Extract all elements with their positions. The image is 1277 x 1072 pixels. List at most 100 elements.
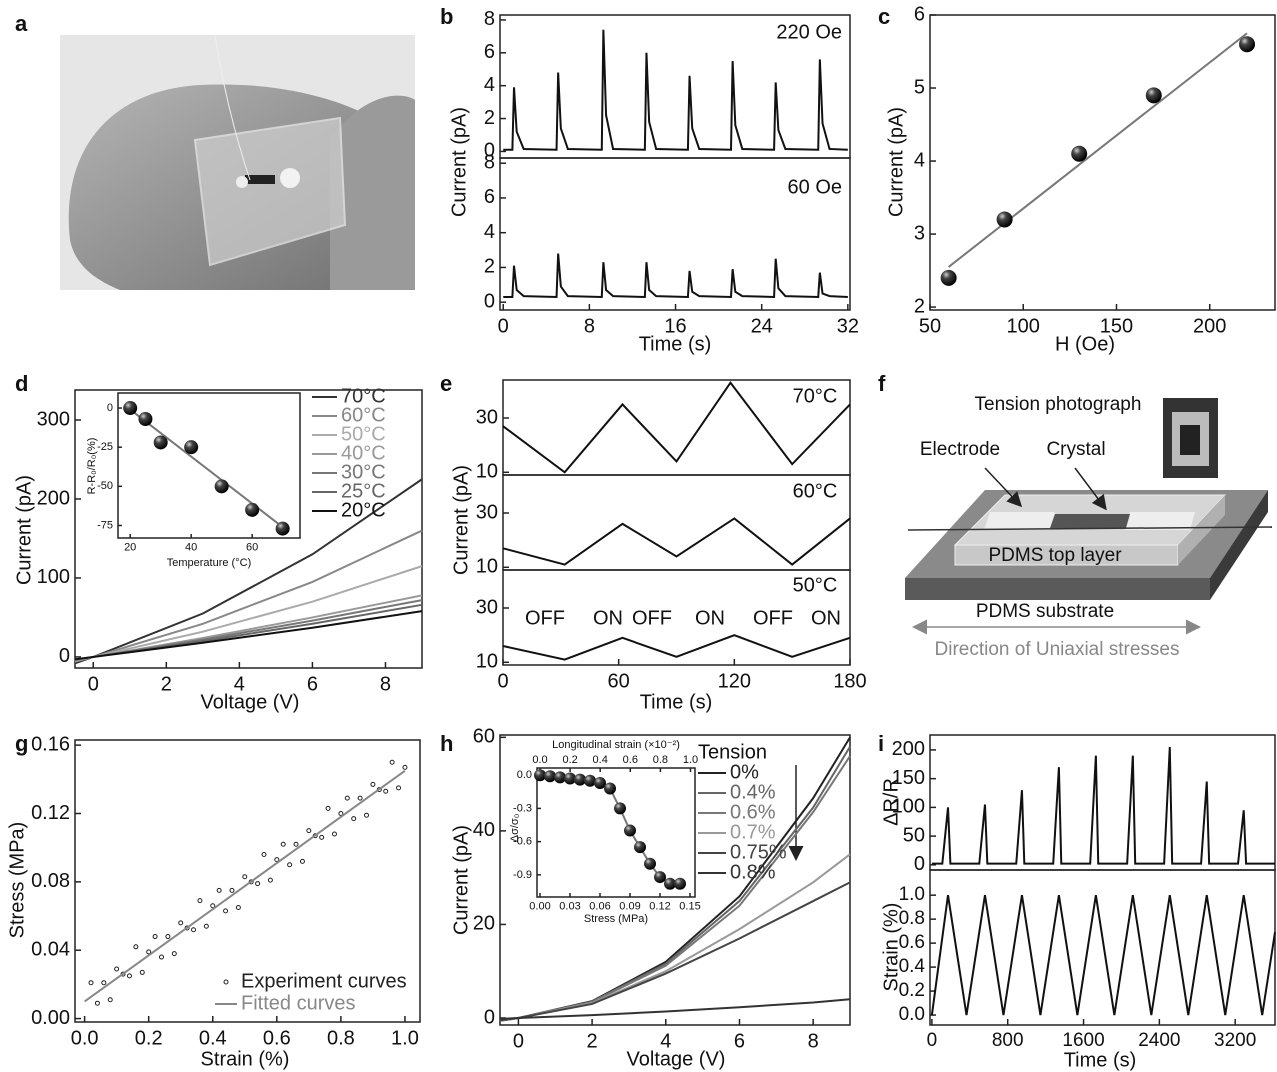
data-point	[357, 795, 363, 801]
y-tick-label: 6	[484, 186, 495, 208]
legend-label: 0.4%	[730, 781, 776, 803]
x-tick-label: 8	[584, 315, 595, 337]
x-tick-label: 4	[660, 1030, 671, 1052]
y-tick-label: 0.16	[31, 733, 70, 755]
legend-title: Tension	[698, 741, 767, 763]
x-tick-label: 0	[927, 1030, 938, 1051]
y-tick-label: 0.0	[899, 1004, 925, 1025]
y-axis-label: Current (pA)	[13, 475, 35, 585]
data-point	[1239, 36, 1256, 53]
data-point	[267, 877, 273, 883]
x-tick-label: 0	[498, 315, 509, 337]
data-line	[502, 634, 851, 661]
data-point	[197, 898, 203, 904]
x-axis-label: Stress (MPa)	[584, 913, 648, 925]
legend-label: 0.8%	[730, 861, 776, 883]
x-tick-label: 100	[1007, 315, 1040, 337]
diagram-label: PDMS substrate	[976, 601, 1114, 622]
data-point	[88, 980, 94, 986]
y-axis-label: Stress (MPa)	[6, 822, 28, 939]
panel-label: b	[440, 4, 453, 29]
y-axis-label: Δσ/σ₀	[509, 814, 521, 843]
x-axis-label: Temperature (°C)	[167, 557, 251, 569]
data-point	[396, 785, 402, 791]
panel-label: h	[440, 731, 453, 756]
data-point	[364, 812, 370, 818]
data-line	[503, 253, 848, 298]
legend-label: 70°C	[341, 385, 386, 407]
data-point	[574, 773, 586, 786]
data-point	[564, 772, 576, 785]
data-point	[280, 841, 286, 847]
data-point	[223, 908, 229, 914]
data-point	[654, 871, 666, 884]
x-tick-label: 40	[185, 541, 197, 553]
x-tick-label: 20	[124, 541, 136, 553]
data-point	[338, 810, 344, 816]
legend-label: 30°C	[341, 461, 386, 483]
y-tick-label: 60	[473, 726, 495, 748]
diagram-label: Tension photograph	[975, 394, 1142, 415]
data-point	[664, 877, 676, 890]
data-point	[584, 774, 596, 787]
x-axis-label: Time (s)	[1064, 1049, 1137, 1071]
x-tick-label: 6	[307, 673, 318, 695]
data-point	[275, 521, 290, 536]
data-line	[502, 517, 851, 566]
y-tick-label: -75	[97, 519, 113, 531]
data-point	[351, 816, 357, 822]
data-point	[383, 788, 389, 794]
x-tick-label: 0	[497, 670, 508, 692]
data-point	[299, 858, 305, 864]
panel-label: g	[15, 731, 28, 756]
data-point	[293, 841, 299, 847]
legend-label: 50°C	[341, 423, 386, 445]
y-tick-label: 40	[473, 819, 495, 841]
y-tick-label: -0.9	[513, 869, 532, 881]
data-point	[158, 954, 164, 960]
x-tick-label: 0.6	[263, 1027, 291, 1049]
data-point	[402, 764, 408, 770]
x-tick-label: 60	[246, 541, 258, 553]
x-tick-label: 6	[734, 1030, 745, 1052]
legend-label: 0.7%	[730, 821, 776, 843]
data-point	[138, 411, 153, 426]
y-tick-label: 30	[476, 596, 498, 618]
x-tick-label: 24	[751, 315, 773, 337]
data-point	[614, 802, 626, 815]
y-tick-label: 30	[476, 501, 498, 523]
data-point	[261, 852, 267, 858]
annotation: ON	[593, 607, 623, 629]
x-tick-label: 0.03	[559, 900, 580, 912]
data-point	[216, 887, 222, 893]
x-axis-label: Time (s)	[639, 333, 712, 355]
x2-tick-label: 0.6	[623, 754, 638, 766]
x-tick-label: 0.12	[649, 900, 670, 912]
plot-frame	[499, 734, 851, 1026]
data-point	[139, 969, 145, 975]
data-line	[74, 610, 423, 661]
diagram-label: Electrode	[920, 439, 1000, 460]
data-point	[178, 920, 184, 926]
data-point	[325, 805, 331, 811]
annotation: OFF	[632, 607, 672, 629]
y-tick-label: 8	[484, 8, 495, 30]
data-point	[255, 881, 261, 887]
y-tick-label: -0.3	[513, 802, 532, 814]
x-tick-label: 0	[513, 1030, 524, 1052]
diagram-label: PDMS top layer	[988, 545, 1122, 566]
data-point	[674, 877, 686, 890]
legend-label: 25°C	[341, 480, 386, 502]
y-tick-label: -0.6	[513, 836, 532, 848]
plot-frame	[929, 869, 1276, 1026]
x-tick-label: 1.0	[391, 1027, 419, 1049]
y-tick-label: 10	[476, 461, 498, 483]
y-tick-label: 0	[914, 853, 925, 875]
panel-label: e	[440, 371, 452, 396]
y-tick-label: 3	[914, 222, 925, 244]
y-tick-label: 100	[892, 796, 925, 818]
y-tick-label: 50	[903, 824, 925, 846]
data-line	[499, 881, 851, 1022]
y-tick-label: 150	[892, 767, 925, 789]
data-point	[191, 927, 197, 933]
